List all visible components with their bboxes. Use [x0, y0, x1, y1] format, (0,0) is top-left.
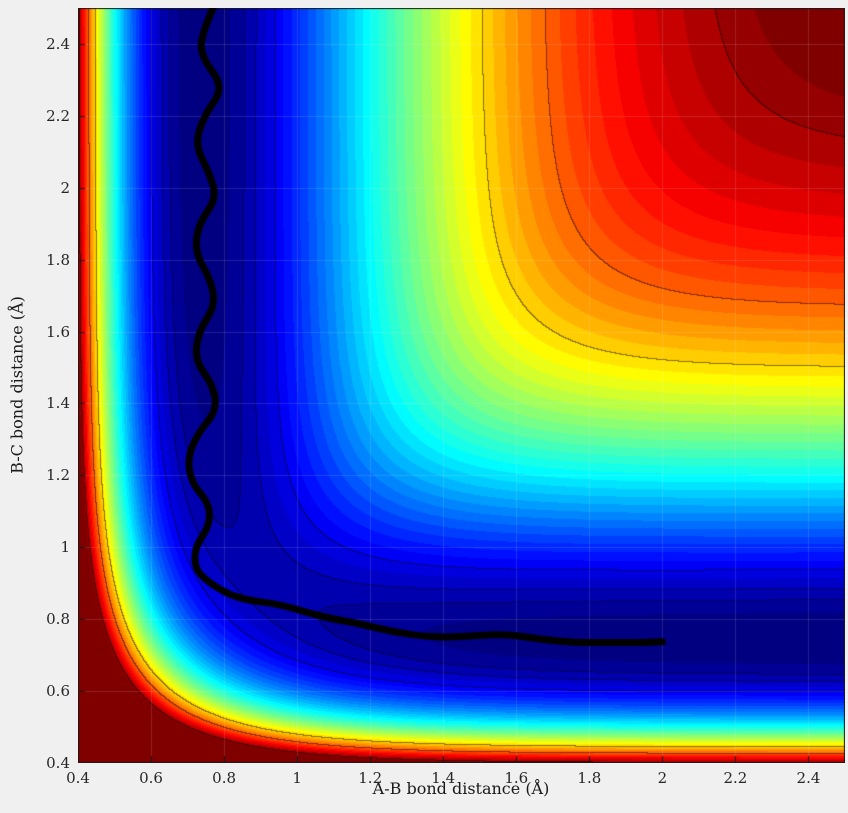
- y-tick-label: 2.2: [46, 106, 70, 125]
- x-tick-label: 0.4: [66, 769, 90, 787]
- x-tick-label: 1.4: [431, 769, 456, 787]
- x-tick-label: 1.2: [358, 769, 383, 787]
- y-tick-label: 1.2: [46, 466, 70, 485]
- x-tick-label: 1.6: [504, 769, 529, 787]
- x-tick-label: 2.2: [723, 769, 748, 787]
- y-tick-label: 0.8: [46, 610, 70, 629]
- x-tick-label: 2: [657, 769, 668, 787]
- x-tick-label: 0.8: [212, 769, 237, 787]
- contour-plot-canvas: [78, 8, 845, 763]
- y-tick-label: 1.4: [46, 394, 70, 413]
- x-axis-label: A-B bond distance (Å): [372, 779, 550, 798]
- y-tick-label: 1.8: [46, 250, 70, 269]
- x-tick-label: 1.8: [577, 769, 602, 787]
- y-tick-label: 2: [60, 178, 70, 197]
- x-tick-label: 1: [292, 769, 302, 787]
- x-tick-label: 0.6: [139, 769, 163, 787]
- y-tick-label: 1: [60, 538, 70, 557]
- y-tick-label: 0.4: [46, 754, 70, 772]
- x-tick-label: 2.4: [796, 769, 821, 787]
- y-tick-label: 2.4: [46, 34, 70, 53]
- y-tick-label: 0.6: [46, 682, 70, 701]
- y-tick-label: 1.6: [46, 322, 70, 341]
